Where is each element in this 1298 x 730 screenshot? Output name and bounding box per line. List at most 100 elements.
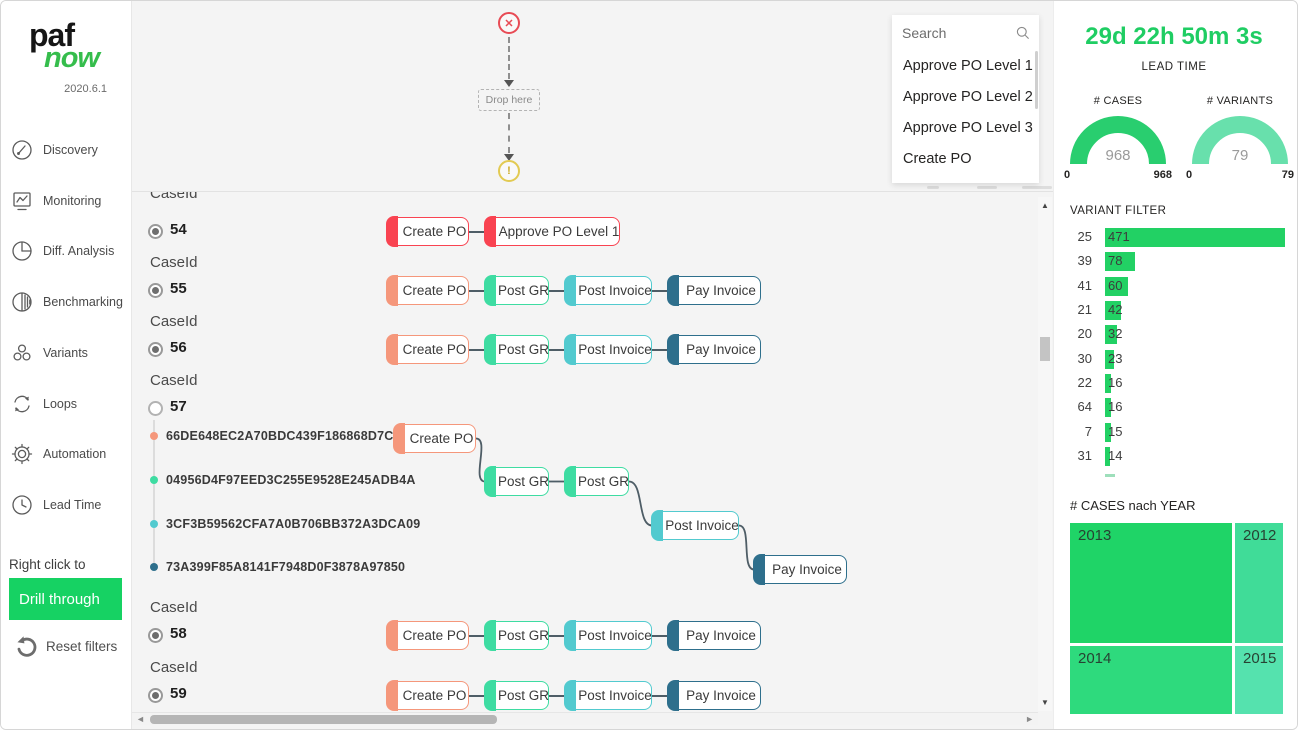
pie-icon (10, 239, 34, 263)
activity-node[interactable]: Create PO (386, 620, 469, 651)
warning-node-icon[interactable]: ! (498, 160, 520, 182)
activity-node[interactable]: Pay Invoice (667, 620, 761, 651)
case-radio-57[interactable] (148, 401, 163, 416)
variant-bar[interactable] (1105, 301, 1121, 320)
list-item-activity[interactable]: Approve PO Level 1 (903, 58, 1033, 74)
search-input[interactable] (902, 22, 1010, 44)
process-canvas: ✕ Drop here ! Approve PO Level 1 Approve… (131, 1, 1054, 729)
treemap-year-label: 2012 (1243, 527, 1277, 544)
treemap-tile-2013[interactable]: 2013 (1070, 523, 1232, 643)
activity-node[interactable]: Create PO (386, 334, 469, 365)
scroll-left-icon[interactable]: ◄ (136, 714, 145, 724)
activity-node[interactable]: Post GR (564, 466, 629, 497)
list-item-activity[interactable]: Approve PO Level 2 (903, 89, 1033, 105)
visual-header-hint (1022, 186, 1052, 189)
list-item-activity[interactable]: Approve PO Level 3 (903, 120, 1033, 136)
activity-node[interactable]: Post Invoice (564, 680, 652, 711)
variant-bar[interactable] (1105, 325, 1117, 344)
activity-node[interactable]: Post GR (484, 466, 549, 497)
case-radio-56[interactable] (148, 342, 163, 357)
activity-node[interactable]: Post Invoice (651, 510, 739, 541)
pafnow-logo: paf now 2020.6.1 (1, 11, 131, 101)
variant-bar[interactable] (1105, 350, 1114, 369)
gauge-icon (10, 138, 34, 162)
variant-value: 16 (1108, 399, 1123, 414)
drop-here-target[interactable]: Drop here (478, 89, 540, 111)
scroll-up-icon[interactable]: ▲ (1041, 201, 1049, 210)
sidebar-item-discovery[interactable]: Discovery (1, 134, 131, 166)
sidebar-item-monitoring[interactable]: Monitoring (1, 185, 131, 217)
variant-bar-row[interactable]: 39 78 (1054, 252, 1294, 271)
sidebar-item-variants[interactable]: Variants (1, 337, 131, 369)
activity-node[interactable]: Post Invoice (564, 334, 652, 365)
activity-node[interactable]: Post Invoice (564, 620, 652, 651)
sidebar-item-loops[interactable]: Loops (1, 388, 131, 420)
variant-bar[interactable] (1105, 228, 1285, 247)
variant-bar-row[interactable]: 64 16 (1054, 398, 1294, 417)
activity-node[interactable]: Create PO (386, 275, 469, 306)
variant-bar-row[interactable]: 22 16 (1054, 374, 1294, 393)
variants-gauge[interactable]: 79 (1192, 116, 1288, 164)
search-icon (1016, 26, 1029, 39)
vertical-scroll-thumb[interactable] (1040, 337, 1050, 361)
activity-node[interactable]: Pay Invoice (667, 680, 761, 711)
variant-bar[interactable] (1105, 423, 1111, 442)
variant-bar[interactable] (1105, 277, 1128, 296)
case-explorer: CaseId 54 Create PO Approve PO Level 1 C… (132, 191, 1054, 712)
variant-bar-row[interactable]: 31 14 (1054, 447, 1294, 466)
scroll-right-icon[interactable]: ► (1025, 714, 1034, 724)
variant-bar-row[interactable]: 41 60 (1054, 277, 1294, 296)
drill-through-button[interactable]: Drill through (9, 578, 122, 620)
list-item-activity[interactable]: Create PO (903, 151, 972, 167)
treemap-tile-2015[interactable]: 2015 (1235, 646, 1283, 714)
activity-node[interactable]: Post GR (484, 275, 549, 306)
edge-connector (469, 289, 485, 292)
flow-connector (508, 37, 510, 79)
activity-node[interactable]: Create PO (393, 423, 476, 454)
variant-bar-row[interactable]: 20 32 (1054, 325, 1294, 344)
scroll-down-icon[interactable]: ▼ (1041, 698, 1049, 707)
variant-value: 60 (1108, 278, 1123, 293)
variant-bar[interactable] (1105, 398, 1111, 417)
activity-node[interactable]: Post GR (484, 680, 549, 711)
sidebar-item-benchmarking[interactable]: Benchmarking (1, 286, 131, 318)
sidebar-item-automation[interactable]: Automation (1, 438, 131, 470)
case-radio-59[interactable] (148, 688, 163, 703)
variant-bar[interactable] (1105, 252, 1135, 271)
variant-bar-row[interactable]: 30 23 (1054, 350, 1294, 369)
activity-node[interactable]: Pay Invoice (753, 554, 847, 585)
sidebar-item-diff-analysis[interactable]: Diff. Analysis (1, 235, 131, 267)
variant-bar[interactable] (1105, 447, 1110, 466)
search-box (892, 15, 1039, 51)
list-scrollbar[interactable] (1035, 51, 1038, 109)
activity-node[interactable]: Create PO (386, 216, 469, 247)
horizontal-scroll-thumb[interactable] (150, 715, 497, 724)
activity-node[interactable]: Post GR (484, 334, 549, 365)
activity-node[interactable]: Create PO (386, 680, 469, 711)
vertical-scrollbar[interactable]: ▲ ▼ (1038, 197, 1052, 711)
activity-node[interactable]: Approve PO Level 1 (484, 216, 620, 247)
half-circle-icon (10, 290, 34, 314)
activity-node[interactable]: Pay Invoice (667, 275, 761, 306)
sidebar-item-lead-time[interactable]: Lead Time (1, 489, 131, 521)
case-flow-58: Create PO Post GR Post Invoice Pay Invoi… (386, 620, 761, 651)
activity-list: Approve PO Level 1 Approve PO Level 2 Ap… (892, 51, 1039, 175)
variant-bar-row[interactable]: 7 15 (1054, 423, 1294, 442)
case-radio-54[interactable] (148, 224, 163, 239)
end-node-icon[interactable]: ✕ (498, 12, 520, 34)
activity-node[interactable]: Post GR (484, 620, 549, 651)
reset-filters-button[interactable]: Reset filters (1, 631, 131, 663)
activity-node[interactable]: Pay Invoice (667, 334, 761, 365)
case-radio-55[interactable] (148, 283, 163, 298)
variant-bar-row[interactable]: 25 471 (1054, 228, 1294, 247)
horizontal-scrollbar[interactable]: ◄ ► (132, 712, 1038, 725)
treemap-tile-2012[interactable]: 2012 (1235, 523, 1283, 643)
cases-gauge[interactable]: 968 (1070, 116, 1166, 164)
case-radio-58[interactable] (148, 628, 163, 643)
variant-bar-row[interactable]: 21 42 (1054, 301, 1294, 320)
edge-connector (549, 348, 565, 351)
variant-bar[interactable] (1105, 374, 1111, 393)
activity-node[interactable]: Post Invoice (564, 275, 652, 306)
treemap-tile-2014[interactable]: 2014 (1070, 646, 1232, 714)
